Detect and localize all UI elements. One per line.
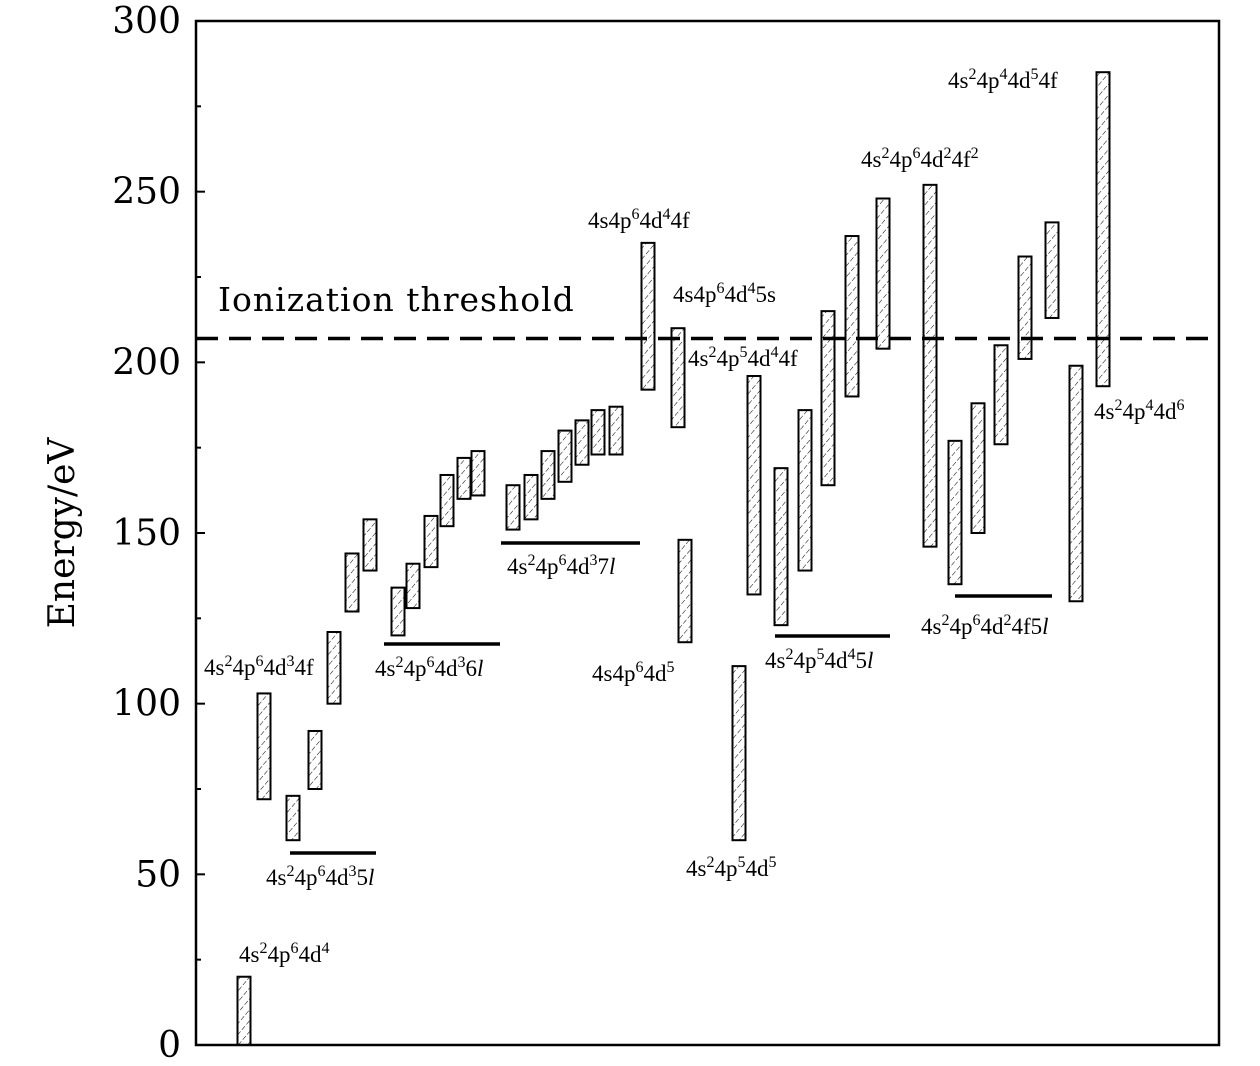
axes: 0 50 100 150 200 250 300 Energy/eV (42, 1, 1221, 1066)
configuration-label: 4s4p64d45s (673, 280, 776, 307)
configuration-label: 4s24p64d34f (204, 653, 314, 680)
energy-band (470, 450, 486, 497)
energy-band (590, 409, 606, 456)
configuration-label: 4s24p64d24f5l (921, 612, 1049, 639)
config-labels: 4s24p64d4 4s24p64d34f 4s24p64d35l 4s24p64d3… (204, 66, 1184, 967)
energy-band (540, 450, 556, 500)
energy-band (797, 409, 813, 572)
energy-band (390, 586, 406, 637)
configuration-label: 4s24p54d45l (765, 646, 873, 673)
energy-band (1044, 221, 1060, 319)
energy-band (947, 439, 963, 586)
configuration-label: 4s24p54d44f (688, 344, 798, 371)
energy-band (362, 518, 378, 572)
y-tick-label: 50 (135, 854, 181, 895)
energy-band (405, 562, 421, 610)
y-tick-label: 100 (112, 684, 181, 725)
y-tick-label: 250 (112, 172, 181, 213)
configuration-label: 4s4p64d44f (588, 206, 690, 233)
energy-band (993, 344, 1009, 446)
configuration-label: 4s24p64d36l (375, 654, 483, 681)
y-axis-label: Energy/eV (42, 437, 83, 629)
configuration-label: 4s24p64d35l (266, 863, 374, 890)
energy-band (844, 235, 860, 398)
energy-band (875, 197, 891, 350)
bars (236, 71, 1111, 1047)
energy-band (1095, 71, 1111, 388)
configuration-label: 4s24p44d54f (948, 66, 1058, 93)
energy-band (236, 975, 252, 1047)
energy-band (557, 429, 573, 483)
energy-band (1017, 255, 1033, 360)
y-tick-label: 150 (112, 513, 181, 554)
energy-band (307, 729, 323, 790)
energy-band (677, 538, 693, 644)
energy-band (523, 473, 539, 521)
y-tick-label: 200 (112, 342, 181, 383)
y-tick-label: 0 (158, 1025, 181, 1066)
energy-band (608, 405, 624, 456)
energy-band (344, 552, 360, 613)
energy-band (439, 473, 455, 528)
configuration-label: 4s24p64d37l (507, 552, 615, 579)
energy-band (922, 183, 938, 548)
energy-band (970, 402, 986, 534)
energy-band (746, 374, 762, 596)
plot-frame (194, 19, 1221, 1047)
energy-band (456, 456, 472, 500)
energy-band (285, 794, 301, 842)
energy-band (731, 665, 747, 842)
energy-band (574, 419, 590, 466)
energy-band (773, 467, 789, 627)
energy-band (1068, 364, 1084, 603)
energy-band (505, 484, 521, 531)
energy-band (256, 692, 272, 801)
configuration-label: 4s24p64d4 (239, 940, 329, 967)
energy-band (640, 241, 656, 391)
y-tick-label: 300 (112, 1, 181, 42)
ionization-threshold-label: Ionization threshold (218, 280, 575, 319)
configuration-label: 4s4p64d5 (592, 659, 674, 686)
energy-band (423, 514, 439, 569)
threshold: Ionization threshold (196, 280, 1219, 341)
energy-band (670, 327, 686, 429)
energy-band (326, 630, 342, 705)
configuration-label: 4s24p64d24f2 (861, 145, 979, 172)
configuration-label: 4s24p44d6 (1094, 397, 1184, 424)
configuration-label: 4s24p54d5 (686, 854, 776, 881)
energy-band (820, 310, 836, 487)
